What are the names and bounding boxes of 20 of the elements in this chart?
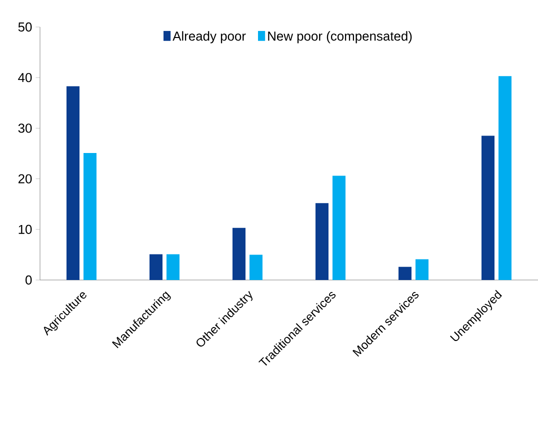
bar — [316, 203, 328, 280]
y-tick-label: 50 — [18, 22, 32, 32]
bar — [150, 254, 162, 280]
bar — [398, 266, 412, 280]
y-tick-label: 30 — [18, 124, 32, 133]
bar — [416, 259, 428, 280]
bar — [332, 176, 346, 280]
y-tick-label: 10 — [18, 224, 32, 234]
legend-label: New poor (compensated) — [268, 31, 412, 44]
y-tick-label: 0 — [26, 275, 32, 285]
bar — [482, 136, 494, 280]
legend-label: Already poor — [172, 31, 246, 44]
y-tick-label: 40 — [18, 73, 32, 82]
bar — [232, 228, 246, 280]
bar — [84, 152, 96, 280]
bar — [166, 254, 180, 280]
bar — [250, 254, 262, 280]
bar — [498, 76, 512, 280]
y-tick-label: 20 — [18, 174, 32, 184]
bar — [66, 86, 80, 280]
